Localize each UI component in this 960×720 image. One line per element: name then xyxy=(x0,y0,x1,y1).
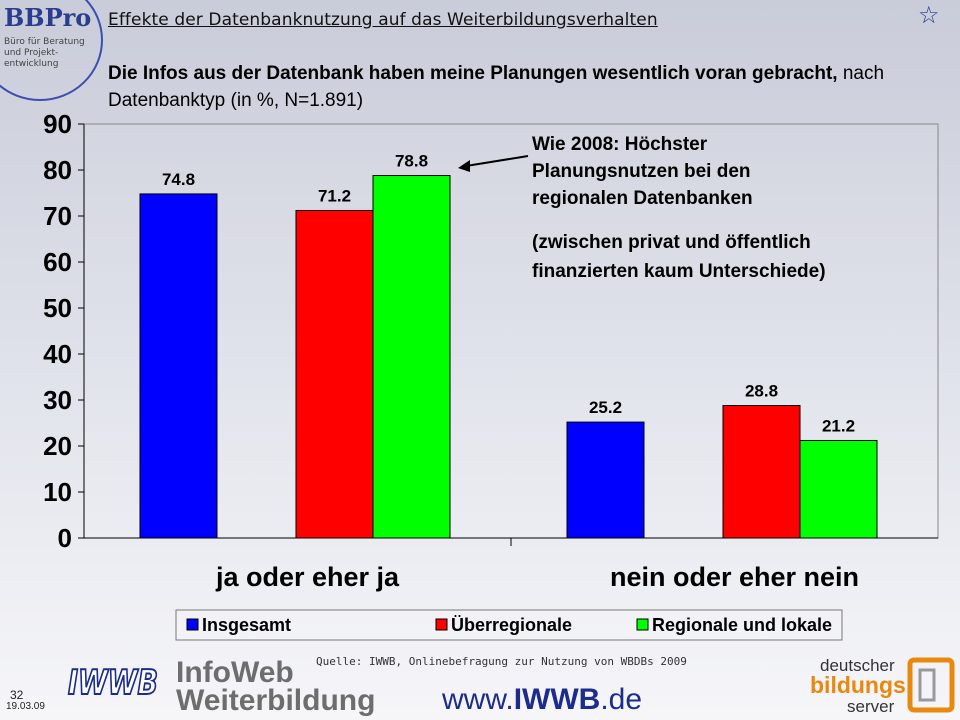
x-category-label: ja oder eher ja xyxy=(215,562,400,592)
y-tick-label: 70 xyxy=(43,201,72,231)
annotation-arrow-line xyxy=(465,155,529,167)
legend-swatch-3 xyxy=(636,618,649,631)
y-tick-label: 60 xyxy=(43,247,72,277)
y-tick-label: 90 xyxy=(43,109,72,139)
legend-label: Überregionale xyxy=(451,615,572,635)
y-tick-label: 40 xyxy=(43,339,72,369)
url-suffix: .de xyxy=(600,683,643,716)
y-tick-label: 30 xyxy=(43,385,72,415)
y-tick-label: 80 xyxy=(43,155,72,185)
brand-infoweb: InfoWeb xyxy=(176,656,294,689)
annotation-subline: (zwischen privat und öffentlich xyxy=(532,232,811,253)
page-date: 19.03.09 xyxy=(6,701,45,712)
dbs-line-3: server xyxy=(847,697,895,716)
dbs-line-1: deutscher xyxy=(820,656,895,675)
data-label: 74.8 xyxy=(162,170,195,189)
annotation-line: Wie 2008: Höchster xyxy=(532,134,708,155)
bar-3-1 xyxy=(372,175,451,539)
y-tick-label: 0 xyxy=(58,523,72,553)
bar-2-2 xyxy=(722,405,801,539)
data-label: 71.2 xyxy=(318,186,351,205)
y-tick-label: 10 xyxy=(43,477,72,507)
bar-1-2 xyxy=(566,421,645,539)
bar-2-1 xyxy=(295,209,374,539)
dbs-logo-icon xyxy=(907,657,955,713)
url-bold: IWWB xyxy=(513,683,601,716)
iwwb-logo-text: IWWB xyxy=(68,663,158,703)
bbpro-sub-line-3: entwicklung xyxy=(4,59,58,69)
page-number: 32 xyxy=(10,688,24,702)
annotation-line: Planungsnutzen bei den xyxy=(532,161,751,182)
legend-swatch-2 xyxy=(435,618,448,631)
annotation-line: regionalen Datenbanken xyxy=(532,188,753,209)
chart-subtitle: Die Infos aus der Datenbank haben meine … xyxy=(108,60,938,114)
slide-title: Effekte der Datenbanknutzung auf das Wei… xyxy=(108,10,658,30)
brand-weiterbildung: Weiterbildung xyxy=(176,684,376,717)
bbpro-sub-line-2: und Projekt- xyxy=(4,48,58,58)
website-url[interactable]: www.IWWB.de xyxy=(442,683,642,717)
source-note: Quelle: IWWB, Onlinebefragung zur Nutzun… xyxy=(316,655,687,668)
dbs-line-2: bildungs xyxy=(810,672,906,698)
subtitle-normal: nach Datenbanktyp (in %, N=1.891) xyxy=(108,63,885,111)
bbpro-logo-text: BBPro xyxy=(4,3,91,32)
data-label: 25.2 xyxy=(589,398,622,417)
bbpro-logo: BBPro Büro für Beratung und Projekt- ent… xyxy=(0,0,103,101)
legend-label: Regionale und lokale xyxy=(652,615,832,635)
legend-box xyxy=(175,609,843,641)
annotation-arrow-head xyxy=(458,160,470,172)
data-label: 28.8 xyxy=(745,382,778,401)
bbpro-sub-line-1: Büro für Beratung xyxy=(4,37,85,47)
data-label: 21.2 xyxy=(822,416,855,435)
legend-swatch-1 xyxy=(186,618,199,631)
iwwb-logo: IWWB xyxy=(67,662,159,704)
data-label: 78.8 xyxy=(395,152,428,171)
x-category-label: nein oder eher nein xyxy=(610,562,859,592)
y-tick-label: 20 xyxy=(43,431,72,461)
bar-1-1 xyxy=(139,193,218,539)
annotation-subline: finanzierten kaum Unterschiede) xyxy=(532,261,826,282)
y-tick-label: 50 xyxy=(43,293,72,323)
legend-label: Insgesamt xyxy=(202,615,291,635)
star-outline-icon: ☆ xyxy=(918,2,940,29)
bar-3-2 xyxy=(799,439,878,539)
url-prefix: www. xyxy=(442,683,514,716)
subtitle-bold: Die Infos aus der Datenbank haben meine … xyxy=(108,63,838,84)
